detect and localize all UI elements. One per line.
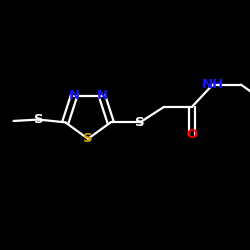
Text: S: S [34, 113, 43, 126]
Text: N: N [68, 89, 80, 102]
Text: NH: NH [202, 78, 224, 91]
Text: S: S [135, 116, 145, 129]
Text: N: N [96, 89, 108, 102]
Text: O: O [186, 128, 198, 141]
Text: S: S [83, 132, 93, 145]
